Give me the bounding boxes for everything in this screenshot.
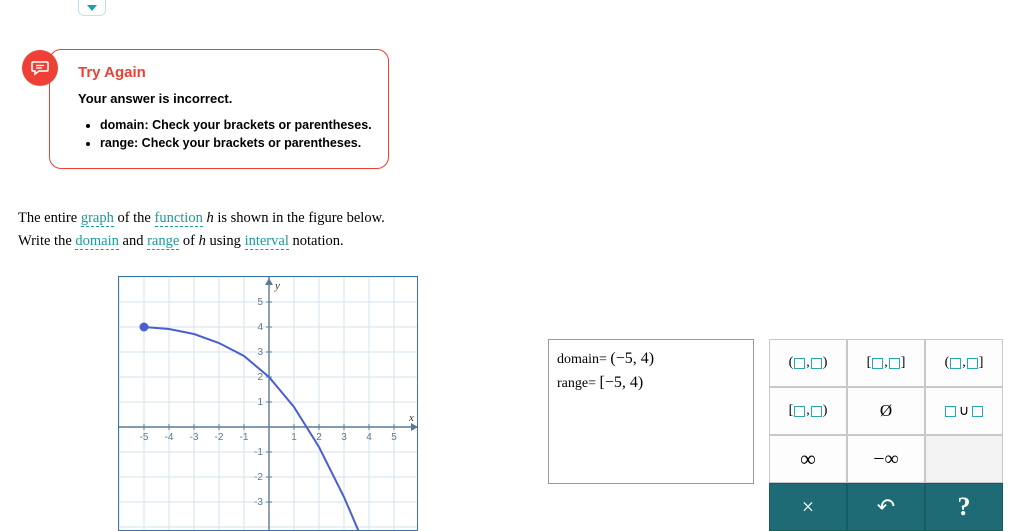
svg-text:-2: -2	[254, 472, 263, 483]
prompt-text: The entire	[18, 210, 81, 226]
chat-bubble-icon	[30, 58, 50, 78]
key-closed-open-interval[interactable]: [,)	[769, 387, 847, 435]
svg-text:-1: -1	[254, 447, 263, 458]
prompt-text: using	[206, 233, 245, 249]
prompt-text: and	[119, 233, 147, 249]
help-button[interactable]: ?	[925, 483, 1003, 531]
key-open-open-interval[interactable]: (,)	[769, 339, 847, 387]
toolbar-dropdown[interactable]	[78, 0, 106, 16]
svg-text:1: 1	[291, 432, 297, 443]
feedback-bullet: range: Check your brackets or parenthese…	[100, 134, 372, 152]
prompt-text: of	[179, 233, 198, 249]
svg-text:-4: -4	[165, 432, 174, 443]
key-neg-infinity[interactable]: −∞	[847, 435, 925, 483]
svg-text:5: 5	[391, 432, 397, 443]
answer-panel[interactable]: domain= (−5, 4) range= [−5, 4)	[548, 339, 754, 484]
svg-text:3: 3	[257, 347, 263, 358]
svg-text:4: 4	[257, 322, 263, 333]
comma: ,	[884, 355, 888, 371]
prompt-var: h	[206, 210, 213, 226]
undo-icon: ↶	[877, 494, 895, 520]
feedback-bullet: domain: Check your brackets or parenthes…	[100, 116, 372, 134]
question-icon: ?	[958, 492, 971, 522]
prompt-text: of the	[114, 210, 155, 226]
range-label: range=	[557, 376, 596, 391]
domain-label: domain=	[557, 352, 607, 367]
vocab-link-function[interactable]: function	[155, 210, 203, 227]
svg-text:2: 2	[257, 372, 263, 383]
vocab-link-range[interactable]: range	[147, 233, 179, 250]
undo-button[interactable]: ↶	[847, 483, 925, 531]
key-open-closed-interval[interactable]: (,]	[925, 339, 1003, 387]
svg-text:3: 3	[341, 432, 347, 443]
clear-button[interactable]: ×	[769, 483, 847, 531]
feedback-title: Try Again	[78, 64, 372, 81]
prompt-text: is shown in the figure below.	[214, 210, 385, 226]
vocab-link-interval[interactable]: interval	[245, 233, 289, 250]
feedback-panel: Try Again Your answer is incorrect. doma…	[49, 49, 389, 169]
chevron-down-icon	[86, 4, 98, 12]
symbol-keypad: (,) [,] (,] [,) Ø ∪ ∞ −∞ × ↶ ?	[769, 339, 1003, 531]
key-union[interactable]: ∪	[925, 387, 1003, 435]
svg-text:-1: -1	[240, 432, 249, 443]
svg-text:1: 1	[257, 397, 263, 408]
x-icon: ×	[802, 494, 814, 520]
graph-figure: -5-4-3-2-112345-3-2-112345xy	[118, 276, 418, 531]
svg-text:x: x	[408, 412, 414, 424]
feedback-subtitle: Your answer is incorrect.	[78, 91, 372, 106]
comma: ,	[806, 403, 810, 419]
domain-value[interactable]: (−5, 4)	[610, 350, 654, 367]
prompt-text: Write the	[18, 233, 75, 249]
comma: ,	[806, 355, 810, 371]
vocab-link-graph[interactable]: graph	[81, 210, 114, 227]
comma: ,	[962, 355, 966, 371]
svg-text:2: 2	[316, 432, 322, 443]
svg-text:4: 4	[366, 432, 372, 443]
graph-svg: -5-4-3-2-112345-3-2-112345xy	[119, 277, 418, 531]
svg-text:-3: -3	[254, 497, 263, 508]
key-blank	[925, 435, 1003, 483]
svg-text:-3: -3	[190, 432, 199, 443]
feedback-list: domain: Check your brackets or parenthes…	[100, 116, 372, 152]
key-closed-closed-interval[interactable]: [,]	[847, 339, 925, 387]
range-value[interactable]: [−5, 4)	[600, 374, 644, 391]
union-symbol: ∪	[959, 403, 969, 420]
key-empty-set[interactable]: Ø	[847, 387, 925, 435]
key-infinity[interactable]: ∞	[769, 435, 847, 483]
vocab-link-domain[interactable]: domain	[75, 233, 119, 250]
prompt-text: notation.	[289, 233, 344, 249]
svg-text:y: y	[274, 280, 280, 292]
svg-text:-2: -2	[215, 432, 224, 443]
svg-text:5: 5	[257, 297, 263, 308]
prompt-var: h	[199, 233, 206, 249]
question-prompt: The entire graph of the function h is sh…	[18, 207, 385, 253]
svg-text:-5: -5	[140, 432, 149, 443]
